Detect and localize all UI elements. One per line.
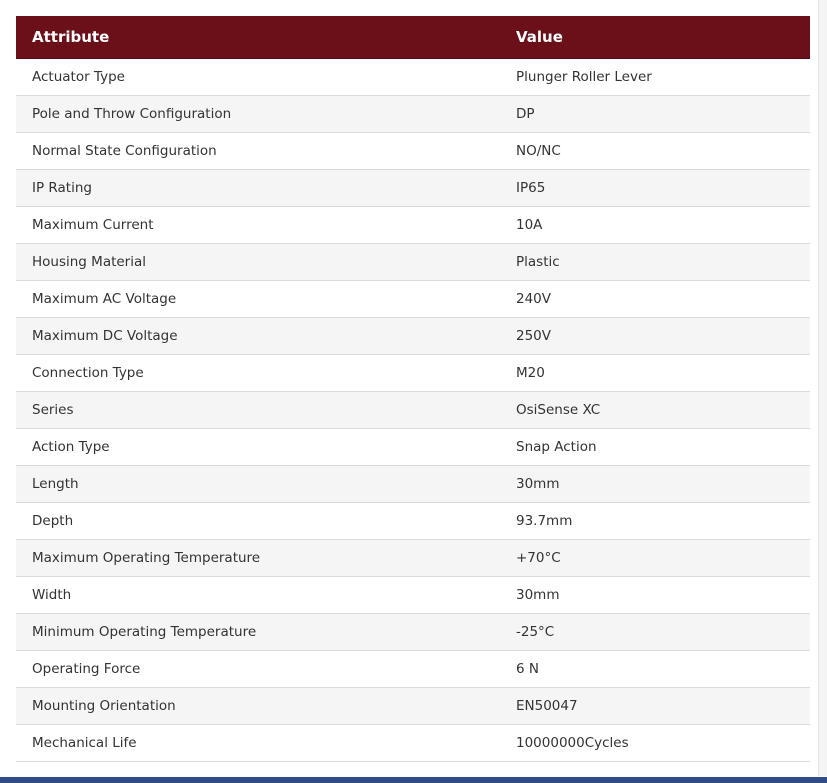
value-cell: DP: [500, 95, 810, 133]
attribute-cell: Mechanical Life: [16, 724, 500, 762]
table-row: Maximum AC Voltage 240V: [16, 280, 810, 318]
table-row: Maximum DC Voltage 250V: [16, 317, 810, 355]
value-cell: Plunger Roller Lever: [500, 58, 810, 96]
specifications-table: Attribute Value Actuator Type Plunger Rol…: [16, 16, 810, 762]
table-header-row: Attribute Value: [16, 16, 810, 59]
table-row: Action Type Snap Action: [16, 428, 810, 466]
value-cell: 6 N: [500, 650, 810, 688]
attribute-cell: Housing Material: [16, 243, 500, 281]
value-cell: 240V: [500, 280, 810, 318]
attribute-cell: Maximum Operating Temperature: [16, 539, 500, 577]
attribute-column-header: Attribute: [16, 16, 500, 59]
table-row: Maximum Operating Temperature +70°C: [16, 539, 810, 577]
attribute-cell: Maximum Current: [16, 206, 500, 244]
value-cell: 93.7mm: [500, 502, 810, 540]
table-row: IP Rating IP65: [16, 169, 810, 207]
table-row: Pole and Throw Configuration DP: [16, 95, 810, 133]
attribute-cell: Width: [16, 576, 500, 614]
attribute-cell: Action Type: [16, 428, 500, 466]
value-cell: NO/NC: [500, 132, 810, 170]
value-cell: 10000000Cycles: [500, 724, 810, 762]
attribute-cell: Actuator Type: [16, 58, 500, 96]
value-cell: -25°C: [500, 613, 810, 651]
value-cell: EN50047: [500, 687, 810, 725]
table-row: Housing Material Plastic: [16, 243, 810, 281]
table-header: Attribute Value: [16, 16, 810, 59]
attribute-cell: Mounting Orientation: [16, 687, 500, 725]
value-cell: 250V: [500, 317, 810, 355]
value-cell: +70°C: [500, 539, 810, 577]
attribute-cell: Connection Type: [16, 354, 500, 392]
value-cell: 10A: [500, 206, 810, 244]
attribute-cell: Length: [16, 465, 500, 503]
value-cell: Snap Action: [500, 428, 810, 466]
table-body: Actuator Type Plunger Roller Lever Pole an…: [16, 58, 810, 762]
attribute-cell: Pole and Throw Configuration: [16, 95, 500, 133]
value-cell: 30mm: [500, 576, 810, 614]
vertical-scrollbar[interactable]: [818, 0, 827, 776]
table-row: Mounting Orientation EN50047: [16, 687, 810, 725]
value-cell: Plastic: [500, 243, 810, 281]
table-row: Operating Force 6 N: [16, 650, 810, 688]
value-cell: IP65: [500, 169, 810, 207]
attribute-cell: Maximum AC Voltage: [16, 280, 500, 318]
attribute-cell: IP Rating: [16, 169, 500, 207]
table-row: Connection Type M20: [16, 354, 810, 392]
table-row: Width 30mm: [16, 576, 810, 614]
table-row: Series OsiSense XC: [16, 391, 810, 429]
value-cell: M20: [500, 354, 810, 392]
table-row: Depth 93.7mm: [16, 502, 810, 540]
value-cell: OsiSense XC: [500, 391, 810, 429]
table-row: Maximum Current 10A: [16, 206, 810, 244]
value-column-header: Value: [500, 16, 810, 59]
attribute-cell: Depth: [16, 502, 500, 540]
attribute-cell: Series: [16, 391, 500, 429]
table-row: Normal State Configuration NO/NC: [16, 132, 810, 170]
table-row: Minimum Operating Temperature -25°C: [16, 613, 810, 651]
value-cell: 30mm: [500, 465, 810, 503]
attribute-cell: Maximum DC Voltage: [16, 317, 500, 355]
bottom-accent-bar: [0, 777, 827, 783]
table-row: Mechanical Life 10000000Cycles: [16, 724, 810, 762]
attribute-cell: Operating Force: [16, 650, 500, 688]
table-row: Actuator Type Plunger Roller Lever: [16, 58, 810, 96]
attribute-cell: Minimum Operating Temperature: [16, 613, 500, 651]
attribute-cell: Normal State Configuration: [16, 132, 500, 170]
table-row: Length 30mm: [16, 465, 810, 503]
